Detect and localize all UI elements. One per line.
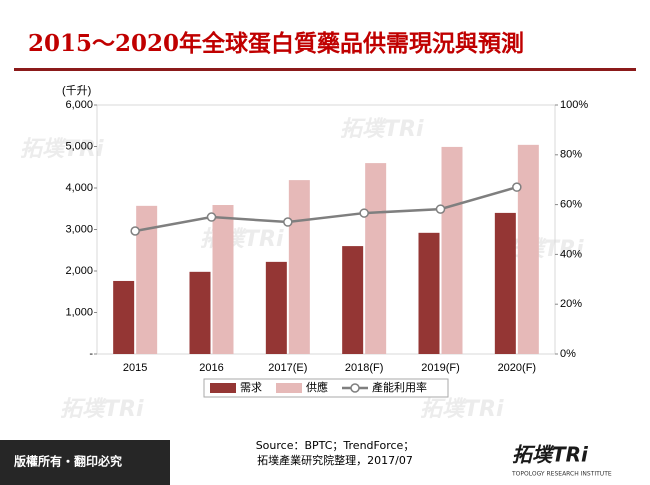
line-marker [283,217,293,227]
watermark: 拓墣TRi [20,137,104,162]
y2-tick-label: 0% [560,348,576,360]
copyright: 版權所有・翻印必究 [14,454,122,469]
bar [189,271,211,354]
x-tick-label: 2017(E) [268,362,307,374]
bar [494,212,516,354]
x-tick-label: 2019(F) [421,362,460,374]
y-tick-label: 4,000 [65,182,93,194]
y2-tick-label: 60% [560,199,582,211]
legend-swatch [276,383,302,393]
y-tick-label: - [89,348,93,360]
y-tick-label: 5,000 [65,140,93,152]
y2-tick-label: 100% [560,99,588,111]
bar [365,163,387,354]
watermark: 拓墣TRi [420,397,504,422]
bar [517,144,539,354]
legend-box [203,378,449,398]
bar [265,261,287,354]
line-marker [512,182,522,192]
line [134,185,518,233]
bar [288,180,310,354]
legend-label: 產能利用率 [372,380,427,394]
bar [212,205,234,354]
footer-left [0,440,170,485]
y-tick-label: 6,000 [65,99,93,111]
y-tick-label: 1,000 [65,306,93,318]
title-rule [14,68,636,71]
bar [136,205,158,354]
y2-tick-label: 20% [560,298,582,310]
x-tick-label: 2020(F) [498,362,537,374]
bar [113,280,135,354]
logo-tagline: TOPOLOGY RESEARCH INSTITUTE [511,471,612,478]
plot-frame [96,104,556,355]
y2-tick-label: 40% [560,248,582,260]
line-marker [435,204,446,214]
watermarks: 拓墣TRi 拓墣TRi 拓墣TRi 拓墣TRi 拓墣TRi 拓墣TRi [20,117,584,422]
x-tick-label: 2016 [199,362,223,374]
y2-tick-label: 80% [560,149,582,161]
line-marker [359,208,369,218]
watermark: 拓墣TRi [340,117,424,142]
bar [441,146,463,354]
source-line: Source：BPTC；TrendForce； [256,439,415,452]
y-tick-label: 3,000 [65,223,93,235]
legend-swatch [210,383,236,393]
bar [418,232,440,354]
x-tick-label: 2018(F) [345,362,384,374]
source-box [170,440,500,485]
source-line: 拓墣產業研究院整理，2017/07 [257,453,413,467]
legend-label: 需求 [240,381,262,394]
line-marker [206,212,217,222]
legend-label: 供應 [306,380,328,394]
x-tick-label: 2015 [123,362,147,374]
y-tick-label: 2,000 [65,265,93,277]
logo: 拓墣TRi [512,443,589,467]
watermark: 拓墣TRi [60,397,144,422]
y-axis-label: (千升) [62,84,91,97]
bar [342,246,364,354]
chart-title: 2015～2020年全球蛋白質藥品供需現況與預測 [28,30,524,57]
line-marker [130,226,140,236]
legend-swatch [350,383,360,393]
logo-box [500,440,650,485]
